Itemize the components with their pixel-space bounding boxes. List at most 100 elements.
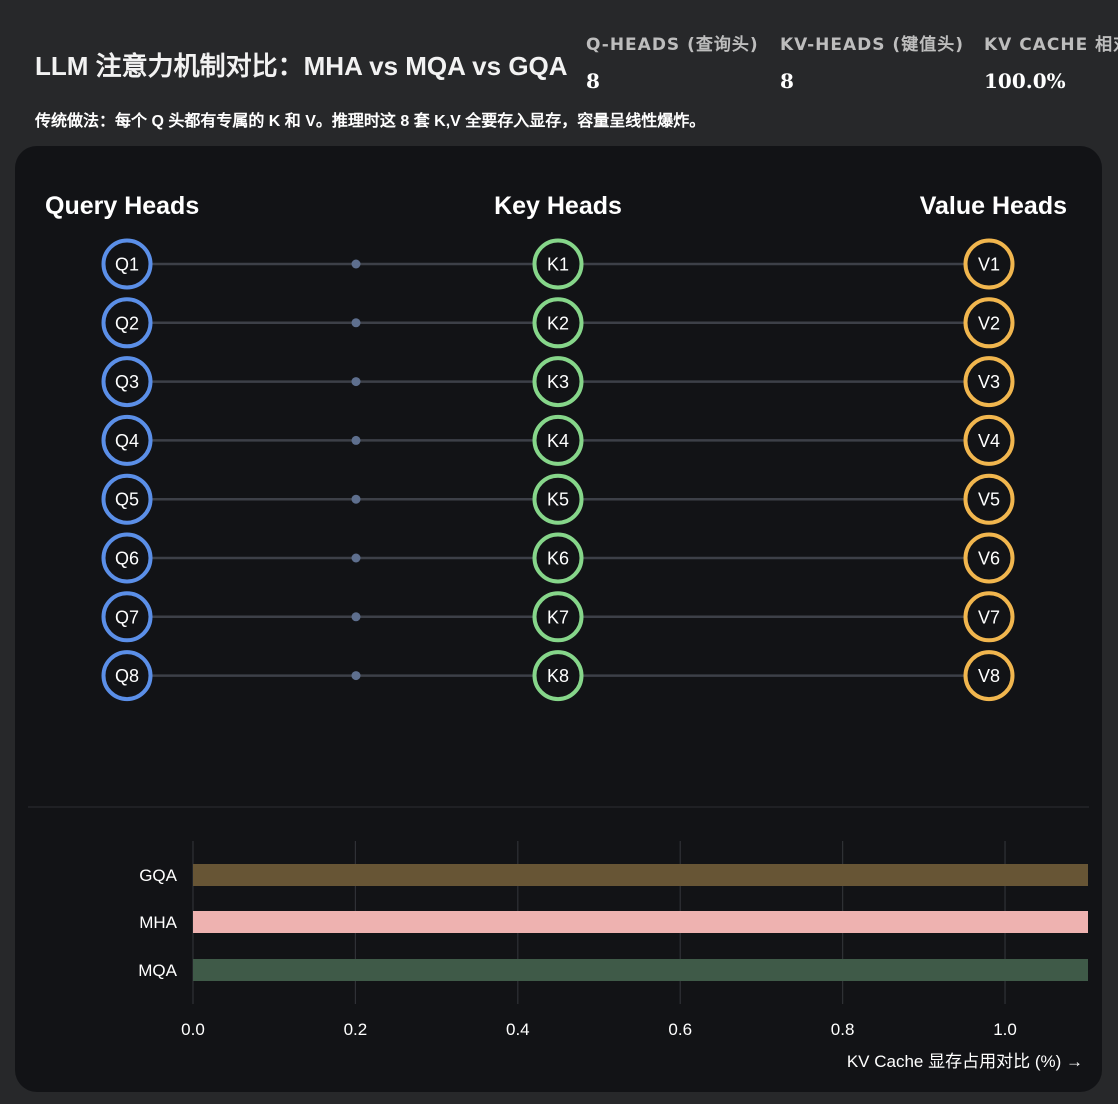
query-head-label: Q6 <box>115 549 139 569</box>
value-head-v7: V7 <box>963 591 1015 643</box>
query-head-q8: Q8 <box>101 650 153 702</box>
value-head-circle <box>963 297 1015 349</box>
query-head-q6: Q6 <box>101 532 153 584</box>
x-tick-label: 0.4 <box>506 1020 530 1039</box>
x-axis-label: KV Cache 显存占用对比 (%) → <box>847 1052 1083 1071</box>
stat-label: Q-HEADS (查询头) <box>586 35 759 55</box>
query-head-q3: Q3 <box>101 356 153 408</box>
bar-mqa <box>193 959 1088 981</box>
query-head-circle <box>101 650 153 702</box>
link-dot <box>351 671 361 681</box>
column-header-query: Query Heads <box>45 192 199 220</box>
query-head-circle <box>101 297 153 349</box>
link-dot <box>351 377 361 387</box>
key-head-label: K3 <box>547 372 569 392</box>
value-head-circle <box>963 591 1015 643</box>
key-head-circle <box>532 473 584 525</box>
attention-diagram: Query Heads Key Heads Value Heads Q1 K1 V1 Q2 K… <box>28 192 1089 1071</box>
key-head-label: K8 <box>547 666 569 686</box>
stat-label: KV CACHE 相对 <box>984 35 1118 55</box>
value-head-label: V2 <box>978 313 1000 333</box>
key-head-k5: K5 <box>532 473 584 525</box>
x-tick-label: 1.0 <box>993 1020 1017 1039</box>
query-head-label: Q4 <box>115 431 139 451</box>
key-head-circle <box>532 591 584 643</box>
bar-category-label: MHA <box>139 913 177 932</box>
key-head-circle <box>532 650 584 702</box>
value-head-circle <box>963 650 1015 702</box>
value-head-label: V4 <box>978 431 1000 451</box>
link-dot <box>351 259 361 269</box>
value-head-circle <box>963 532 1015 584</box>
key-head-label: K1 <box>547 255 569 275</box>
x-tick-label: 0.6 <box>668 1020 692 1039</box>
key-head-k2: K2 <box>532 297 584 349</box>
stat-value: 8 <box>586 69 600 93</box>
stat-q-heads: Q-HEADS (查询头) 8 <box>586 30 759 93</box>
page-subtitle: 传统做法：每个 Q 头都有专属的 K 和 V。推理时这 8 套 K,V 全要存入… <box>35 113 706 130</box>
link-dot <box>351 553 361 563</box>
link-dot <box>351 494 361 504</box>
bar-gqa <box>193 864 1088 886</box>
value-head-v5: V5 <box>963 473 1015 525</box>
column-header-value: Value Heads <box>920 192 1067 220</box>
x-tick-label: 0.0 <box>181 1020 205 1039</box>
visualization-panel: Query Heads Key Heads Value Heads Q1 K1 V1 Q2 K… <box>15 146 1102 1092</box>
value-head-label: V6 <box>978 549 1000 569</box>
link-dot <box>351 435 361 445</box>
value-head-label: V5 <box>978 490 1000 510</box>
stat-kv-heads: KV-HEADS (键值头) 8 <box>780 30 964 93</box>
query-head-circle <box>101 238 153 290</box>
page-title: LLM 注意力机制对比：MHA vs MQA vs GQA <box>35 51 568 81</box>
x-tick-label: 0.2 <box>344 1020 368 1039</box>
key-head-circle <box>532 356 584 408</box>
value-head-label: V1 <box>978 255 1000 275</box>
value-head-circle <box>963 356 1015 408</box>
query-head-q4: Q4 <box>101 414 153 466</box>
value-head-circle <box>963 473 1015 525</box>
query-head-circle <box>101 473 153 525</box>
value-head-v6: V6 <box>963 532 1015 584</box>
query-head-circle <box>101 356 153 408</box>
query-head-q2: Q2 <box>101 297 153 349</box>
key-head-k8: K8 <box>532 650 584 702</box>
key-head-circle <box>532 414 584 466</box>
value-head-v4: V4 <box>963 414 1015 466</box>
value-head-circle <box>963 414 1015 466</box>
query-head-q7: Q7 <box>101 591 153 643</box>
key-head-label: K6 <box>547 549 569 569</box>
value-head-v2: V2 <box>963 297 1015 349</box>
value-head-label: V3 <box>978 372 1000 392</box>
key-head-k3: K3 <box>532 356 584 408</box>
query-head-circle <box>101 591 153 643</box>
query-head-label: Q2 <box>115 313 139 333</box>
x-tick-label: 0.8 <box>831 1020 855 1039</box>
key-head-k7: K7 <box>532 591 584 643</box>
stat-value: 100.0% <box>984 69 1066 93</box>
value-head-circle <box>963 238 1015 290</box>
value-head-label: V8 <box>978 666 1000 686</box>
bar-category-label: GQA <box>139 866 177 885</box>
key-head-k4: K4 <box>532 414 584 466</box>
stat-value: 8 <box>780 69 794 93</box>
key-head-circle <box>532 238 584 290</box>
value-head-label: V7 <box>978 607 1000 627</box>
query-head-q1: Q1 <box>101 238 153 290</box>
key-head-circle <box>532 297 584 349</box>
query-head-label: Q7 <box>115 607 139 627</box>
key-head-k6: K6 <box>532 532 584 584</box>
key-head-label: K5 <box>547 490 569 510</box>
bar-category-label: MQA <box>138 961 177 980</box>
value-head-v8: V8 <box>963 650 1015 702</box>
key-head-circle <box>532 532 584 584</box>
stat-label: KV-HEADS (键值头) <box>780 35 964 55</box>
stat-kv-cache: KV CACHE 相对 100.0% <box>984 30 1118 93</box>
query-head-circle <box>101 414 153 466</box>
value-head-v3: V3 <box>963 356 1015 408</box>
query-head-q5: Q5 <box>101 473 153 525</box>
column-header-key: Key Heads <box>494 192 622 220</box>
link-dot <box>351 318 361 328</box>
link-dot <box>351 612 361 622</box>
query-head-circle <box>101 532 153 584</box>
key-head-label: K2 <box>547 313 569 333</box>
